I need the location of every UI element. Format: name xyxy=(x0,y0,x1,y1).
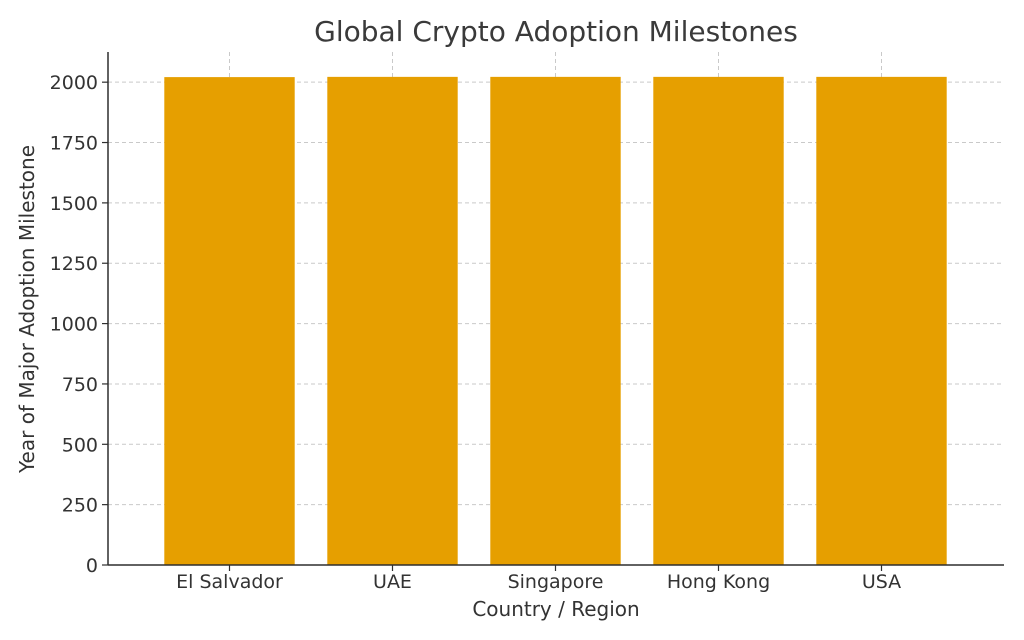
y-tick-label: 1000 xyxy=(50,314,98,336)
y-tick-label: 1750 xyxy=(50,133,98,155)
bar xyxy=(327,76,458,565)
x-axis-label: Country / Region xyxy=(472,597,639,621)
bars-layer xyxy=(164,76,947,566)
x-tick-label: USA xyxy=(862,571,901,593)
bar xyxy=(490,76,621,565)
bar xyxy=(164,77,295,566)
y-axis-label: Year of Major Adoption Milestone xyxy=(15,145,39,474)
y-tick-label: 250 xyxy=(62,495,98,517)
ticks-layer: 0 250 500 750 1000 1250 1500 1750 2000 El Salvado… xyxy=(50,72,902,593)
bar xyxy=(816,76,947,565)
bar xyxy=(653,76,784,565)
chart-title: Global Crypto Adoption Milestones xyxy=(314,15,798,48)
y-tick-label: 750 xyxy=(62,374,98,396)
x-tick-label: Singapore xyxy=(508,571,604,593)
y-tick-label: 1250 xyxy=(50,253,98,275)
y-tick-label: 2000 xyxy=(50,72,98,94)
x-tick-label: El Salvador xyxy=(176,571,283,593)
y-tick-label: 0 xyxy=(86,555,98,577)
y-tick-label: 500 xyxy=(62,434,98,456)
y-tick-label: 1500 xyxy=(50,193,98,215)
x-tick-label: Hong Kong xyxy=(667,571,770,593)
x-tick-label: UAE xyxy=(373,571,412,593)
